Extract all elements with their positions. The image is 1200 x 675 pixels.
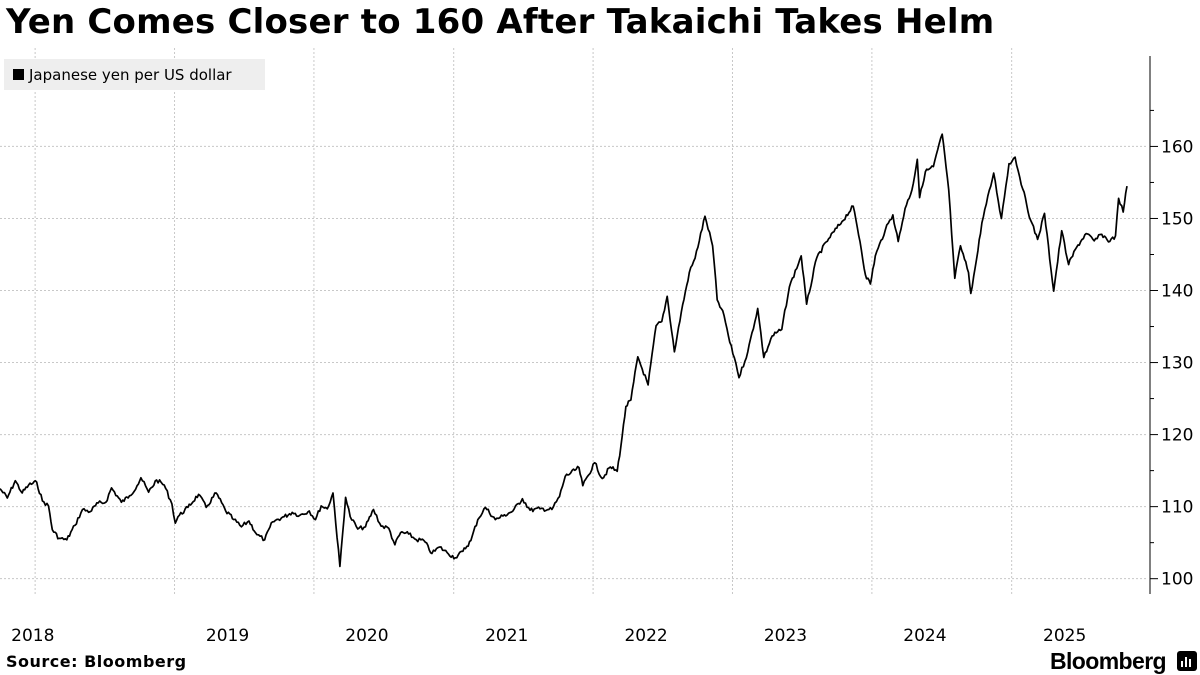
x-tick-label-2018: 2018 <box>11 626 54 646</box>
x-tick-label-2023: 2023 <box>764 626 807 646</box>
y-tick-label-110: 110 <box>1161 498 1193 518</box>
source-note: Source: Bloomberg <box>6 652 187 671</box>
x-tick-label-2025: 2025 <box>1043 626 1086 646</box>
y-tick-label-100: 100 <box>1161 570 1193 590</box>
x-axis-ticks: 2018 2019 2020 2021 2022 2023 2024 2025 <box>11 626 1086 646</box>
plot-area <box>0 133 1128 568</box>
legend-label: Japanese yen per US dollar <box>29 65 232 84</box>
y-tick-label-130: 130 <box>1161 354 1193 374</box>
gridlines <box>0 48 1146 594</box>
y-tick-label-120: 120 <box>1161 426 1193 446</box>
legend-swatch <box>13 69 24 80</box>
y-axis: 100 110 120 130 140 150 160 <box>1149 56 1193 594</box>
bloomberg-logo-icon <box>1177 651 1197 671</box>
x-tick-label-2019: 2019 <box>206 626 249 646</box>
y-tick-label-160: 160 <box>1161 137 1193 157</box>
x-tick-label-2022: 2022 <box>624 626 667 646</box>
y-tick-label-140: 140 <box>1161 282 1193 302</box>
x-tick-label-2020: 2020 <box>345 626 388 646</box>
y-tick-label-150: 150 <box>1161 209 1193 229</box>
x-tick-label-2024: 2024 <box>903 626 946 646</box>
brand-wordmark: Bloomberg <box>1050 648 1167 674</box>
legend: Japanese yen per US dollar <box>4 59 265 90</box>
chart-title: Yen Comes Closer to 160 After Takaichi T… <box>6 2 995 42</box>
x-tick-label-2021: 2021 <box>485 626 528 646</box>
series-line-usdjpy <box>0 133 1128 568</box>
